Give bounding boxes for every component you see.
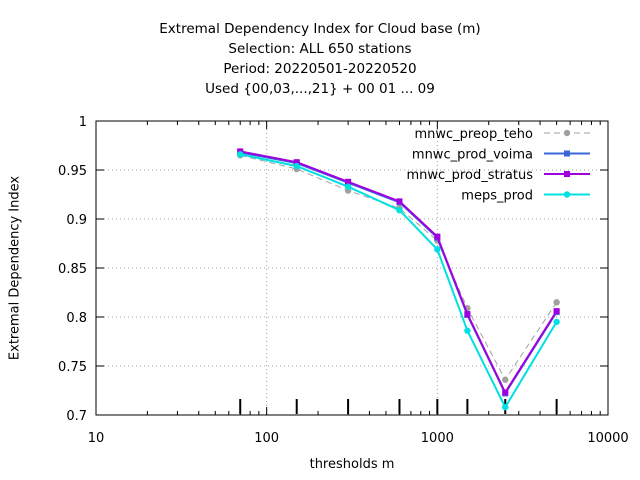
x-tick-label: 1000 [421,431,454,446]
data-point-mnwc_preop_teho [553,299,560,306]
title-line-4: Used {00,03,...,21} + 00 01 ... 09 [205,81,435,97]
data-point-mnwc_prod_stratus [345,178,352,185]
series-line-meps_prod [239,153,558,409]
data-point-mnwc_prod_stratus [464,311,471,318]
data-point-meps_prod [237,151,244,158]
y-tick-label: 0.9 [66,213,87,228]
series-line-mnwc_preop_teho [240,154,558,381]
data-point-mnwc_prod_stratus [293,159,300,166]
data-point-mnwc_prod_stratus [553,308,560,315]
y-tick-label: 0.75 [58,360,87,375]
x-tick-label: 10 [88,431,105,446]
legend-marker-meps_prod [563,191,571,198]
y-tick-label: 1 [79,115,87,130]
data-point-meps_prod [293,162,300,170]
title-line-2: Selection: ALL 650 stations [228,41,412,57]
legend-label-meps_prod: meps_prod [461,189,533,204]
data-point-mnwc_prod_stratus [502,389,509,396]
series-line-mnwc_prod_stratus [240,150,558,394]
legend-marker-mnwc_preop_teho [563,129,571,137]
legend-label-mnwc_prod_stratus: mnwc_prod_stratus [407,168,534,183]
y-tick-label: 0.95 [58,164,87,179]
x-tick-label: 10000 [587,431,628,446]
x-tick-label: 100 [254,431,279,446]
data-point-meps_prod [464,327,471,334]
y-tick-label: 0.8 [66,311,87,326]
data-point-mnwc_preop_teho [502,376,509,383]
data-point-meps_prod [434,246,441,253]
title-line-1: Extremal Dependency Index for Cloud base… [159,21,481,37]
y-tick-label: 0.7 [66,409,87,424]
y-tick-label: 0.85 [58,262,87,277]
legend-label-mnwc_preop_teho: mnwc_preop_teho [415,127,534,142]
data-point-mnwc_prod_stratus [434,233,441,240]
data-point-meps_prod [396,206,403,214]
title-line-3: Period: 20220501-20220520 [223,61,417,77]
data-point-mnwc_prod_stratus [396,198,403,205]
data-point-meps_prod [553,318,560,326]
legend-label-mnwc_prod_voima: mnwc_prod_voima [412,148,533,163]
data-point-meps_prod [344,183,352,190]
data-point-meps_prod [502,403,509,411]
legend-marker-mnwc_prod_stratus [564,171,570,177]
legend-marker-mnwc_prod_voima [564,150,570,157]
x-axis-label: thresholds m [309,457,395,472]
